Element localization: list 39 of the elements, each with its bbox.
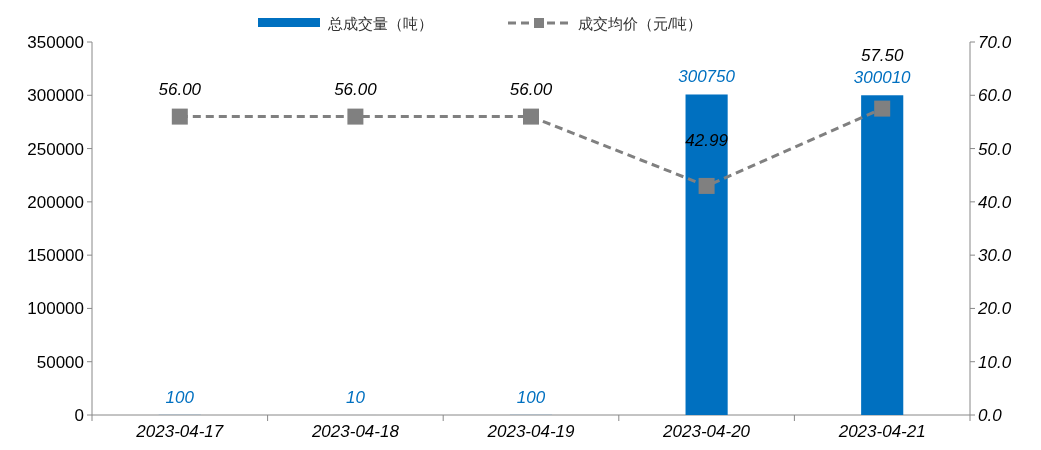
data-label: 56.00: [334, 79, 378, 99]
x-tick-label: 2023-04-20: [662, 422, 751, 441]
bar: [861, 95, 904, 415]
y2-tick-label: 10.0: [978, 352, 1012, 372]
data-label: 56.00: [158, 79, 202, 99]
x-tick-label: 2023-04-19: [486, 422, 576, 441]
x-tick-label: 2023-04-21: [837, 422, 926, 441]
data-label: 56.00: [509, 79, 553, 99]
y-tick-label: 100000: [27, 299, 84, 319]
y2-tick-label: 40.0: [978, 192, 1012, 212]
data-label: 300010: [853, 68, 912, 88]
point: [347, 108, 364, 125]
y-tick-label: 300000: [27, 86, 84, 106]
legend-label: 成交均价（元/吨）: [578, 15, 703, 32]
y-tick-label: 250000: [27, 139, 84, 159]
legend-label: 总成交量（吨）: [327, 15, 433, 32]
y2-tick-label: 0.0: [978, 406, 1003, 425]
bar: [685, 94, 728, 415]
point: [171, 108, 188, 125]
data-label: 57.50: [860, 46, 905, 66]
point: [523, 108, 539, 125]
y2-tick-label: 60.0: [978, 86, 1012, 106]
y-tick-label: 50000: [36, 352, 84, 372]
point: [698, 177, 715, 194]
y-tick-label: 200000: [27, 192, 84, 212]
data-label: 100: [165, 387, 195, 407]
data-label: 10: [345, 387, 366, 407]
y2-tick-label: 20.0: [977, 299, 1012, 319]
x-tick-label: 2023-04-17: [135, 422, 224, 441]
y2-tick-label: 30.0: [978, 246, 1012, 266]
data-label: 300750: [678, 67, 736, 87]
y-tick-label: 150000: [27, 246, 84, 266]
data-label: 100: [516, 387, 546, 407]
x-tick-label: 2023-04-18: [310, 422, 400, 441]
y2-tick-label: 70.0: [978, 33, 1012, 52]
point: [874, 100, 891, 117]
y-tick-label: 0: [74, 406, 84, 425]
y2-tick-label: 50.0: [978, 139, 1012, 159]
y-tick-label: 350000: [27, 33, 84, 52]
